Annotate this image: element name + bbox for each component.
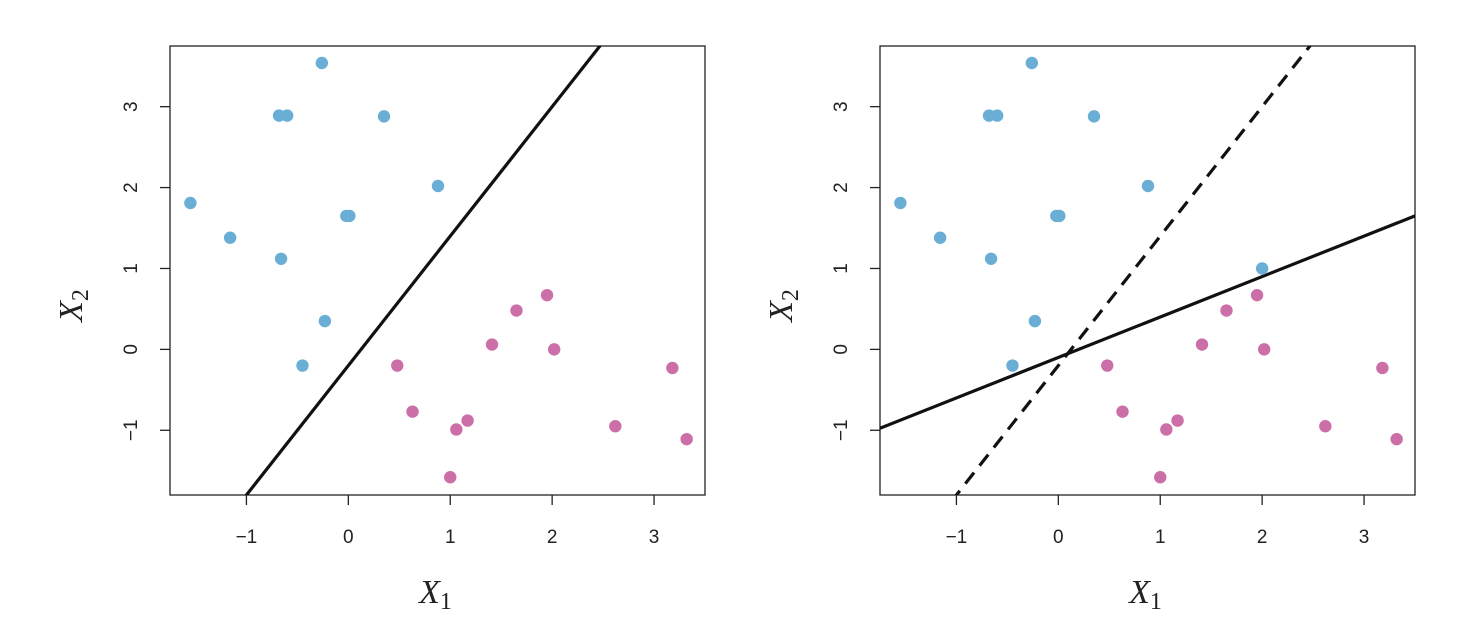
hyperplane-line (880, 214, 1415, 430)
pink-data-point (1195, 338, 1209, 351)
y-tick-label: 1 (121, 263, 142, 274)
blue-data-point (1053, 209, 1066, 223)
x-tick-label: −1 (946, 527, 968, 548)
blue-data-point (315, 56, 329, 70)
plot-frame (879, 45, 1416, 496)
pink-data-point (510, 304, 523, 317)
y-axis-label: X2 (53, 289, 94, 324)
pink-data-point (609, 420, 622, 433)
y-tick-label: 2 (831, 182, 852, 193)
blue-data-point (984, 252, 998, 265)
dashed-hyperplane-line (954, 46, 1312, 495)
y-tick-label: −1 (121, 419, 142, 441)
blue-data-point (377, 110, 391, 123)
x-tick-label: 0 (343, 527, 354, 548)
blue-data-point (343, 209, 356, 223)
x-tick-label: −1 (236, 527, 258, 548)
blue-data-point (1255, 262, 1269, 275)
blue-data-point (184, 196, 197, 210)
pink-data-point (1319, 420, 1332, 433)
pink-data-point (1257, 343, 1271, 356)
blue-data-point (1028, 314, 1042, 328)
pink-data-point (1250, 288, 1264, 302)
pink-data-point (1116, 405, 1129, 418)
blue-data-point (933, 231, 947, 244)
x-tick-label: 1 (445, 527, 456, 548)
chart-panel-1: −1 0 1 2 3 −1 0 1 2 3 X1 X2 (53, 45, 706, 615)
pink-data-point (547, 343, 561, 356)
x-tick-label: 1 (1155, 527, 1166, 548)
y-axis-label: X2 (763, 289, 804, 324)
pink-data-point (406, 405, 419, 418)
y-tick-label: 0 (831, 344, 852, 355)
blue-data-point (274, 252, 288, 265)
x-axis-label: X1 (417, 574, 452, 615)
x-tick-label: 2 (1257, 527, 1268, 548)
hyperplane-line (244, 46, 602, 495)
y-tick-label: 0 (121, 344, 142, 355)
pink-data-point (391, 359, 404, 372)
blue-data-point (1087, 110, 1101, 123)
y-tick-label: 2 (121, 182, 142, 193)
blue-data-point (1141, 179, 1155, 193)
blue-data-point (431, 179, 445, 193)
x-axis-label: X1 (1127, 574, 1162, 615)
pink-data-point (450, 423, 463, 436)
pink-data-point (461, 414, 474, 427)
plot-frame (169, 45, 706, 496)
x-tick-label: 3 (1359, 527, 1370, 548)
blue-data-point (318, 314, 332, 328)
pink-data-point (540, 288, 554, 302)
y-tick-label: 1 (831, 263, 852, 274)
pink-data-point (1376, 361, 1389, 375)
blue-data-point (296, 359, 309, 372)
blue-data-point (223, 231, 237, 244)
pink-data-point (1171, 414, 1184, 427)
x-tick-label: 0 (1053, 527, 1064, 548)
pink-data-point (444, 471, 457, 484)
chart-panel-2: −1 0 1 2 3 −1 0 1 2 3 X1 X2 (763, 45, 1416, 615)
pink-data-point (485, 338, 499, 351)
pink-data-point (1160, 423, 1173, 436)
pink-data-point (1390, 432, 1403, 446)
blue-data-point (990, 109, 1004, 122)
pink-data-point (1154, 471, 1167, 484)
blue-data-point (1025, 56, 1039, 70)
pink-data-point (680, 432, 693, 446)
y-tick-label: 3 (121, 101, 142, 112)
y-tick-label: 3 (831, 101, 852, 112)
blue-data-point (894, 196, 907, 210)
pink-data-point (666, 361, 679, 375)
x-tick-label: 2 (547, 527, 558, 548)
blue-data-point (280, 109, 294, 122)
pink-data-point (1101, 359, 1114, 372)
pink-data-point (1220, 304, 1233, 317)
y-tick-label: −1 (831, 419, 852, 441)
x-tick-label: 3 (649, 527, 660, 548)
blue-data-point (1006, 359, 1019, 372)
